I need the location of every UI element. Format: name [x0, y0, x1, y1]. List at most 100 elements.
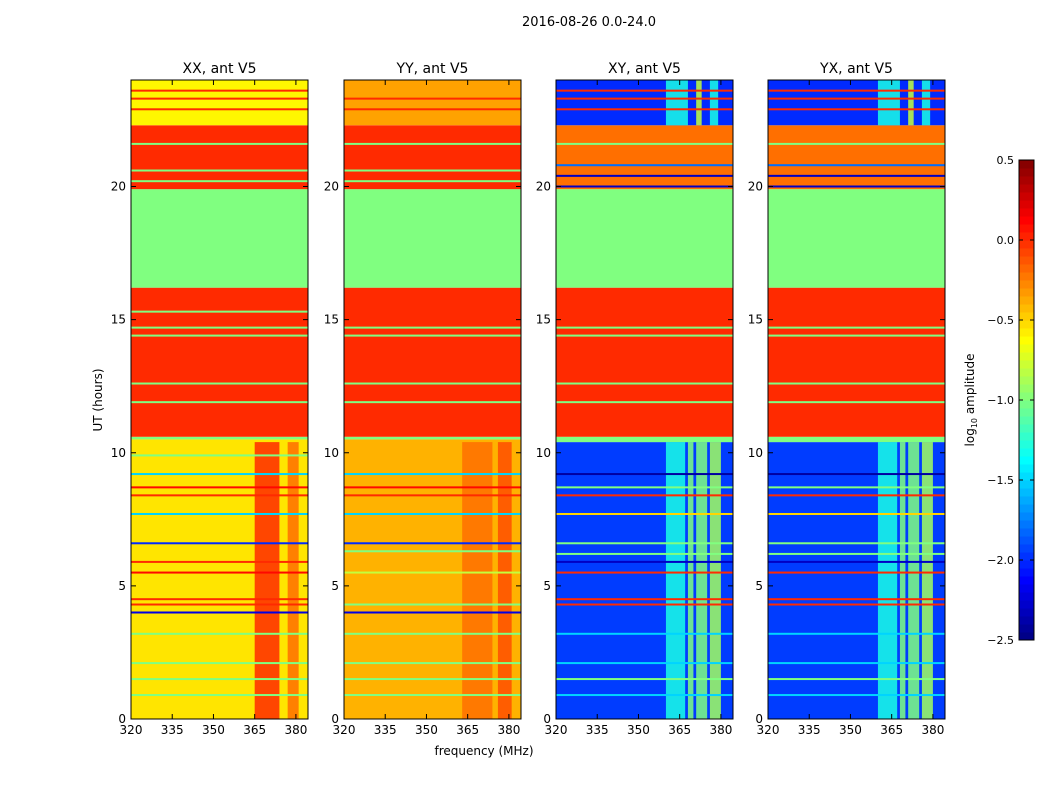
heatmap-line — [556, 542, 733, 545]
x-tick-label: 380 — [497, 723, 520, 737]
heatmap-line — [556, 326, 733, 329]
heatmap-line — [768, 662, 945, 665]
heatmap-freq-column — [921, 442, 933, 719]
heatmap-line — [344, 542, 521, 545]
heatmap-line — [131, 486, 308, 489]
y-tick-label: 15 — [111, 313, 126, 327]
colorbar-tick-label: −1.5 — [987, 474, 1014, 487]
colorbar-segment — [1019, 488, 1034, 497]
heatmap-line — [344, 97, 521, 100]
colorbar-segment — [1019, 248, 1034, 257]
colorbar-segment — [1019, 264, 1034, 273]
heatmap-line — [556, 142, 733, 145]
heatmap-line — [131, 310, 308, 313]
heatmap-line — [344, 632, 521, 635]
panel-frame — [555, 79, 734, 720]
heatmap-line — [131, 89, 308, 92]
colorbar-tick-label: −0.5 — [987, 314, 1014, 327]
heatmap-line — [556, 401, 733, 404]
heatmap-line — [768, 512, 945, 515]
colorbar-segment — [1019, 608, 1034, 617]
heatmap-band — [556, 436, 733, 443]
heatmap-line — [344, 571, 521, 574]
heatmap-freq-column — [665, 80, 688, 126]
heatmap-line — [131, 180, 308, 183]
heatmap-line — [556, 678, 733, 681]
colorbar-segment — [1019, 232, 1034, 241]
panel-title: YX, ant V5 — [819, 61, 893, 77]
y-tick-label: 5 — [331, 579, 339, 593]
heatmap-line — [556, 382, 733, 385]
heatmap-line — [344, 694, 521, 697]
heatmap-line — [131, 678, 308, 681]
colorbar-segment — [1019, 576, 1034, 585]
heatmap-line — [768, 326, 945, 329]
heatmap-line — [344, 662, 521, 665]
y-tick-label: 15 — [324, 313, 339, 327]
heatmap-band — [556, 287, 733, 437]
heatmap-band — [556, 125, 733, 190]
colorbar-segment — [1019, 192, 1034, 201]
heatmap-freq-column — [877, 80, 900, 126]
colorbar-segment — [1019, 592, 1034, 601]
heatmap-line — [556, 473, 733, 476]
heatmap-freq-column — [921, 80, 931, 126]
heatmap-line — [131, 662, 308, 665]
colorbar-segment — [1019, 544, 1034, 553]
colorbar-segment — [1019, 552, 1034, 561]
heatmap-line — [344, 678, 521, 681]
colorbar-segment — [1019, 200, 1034, 209]
heatmap-line — [768, 542, 945, 545]
colorbar-segment — [1019, 304, 1034, 313]
heatmap-line — [344, 486, 521, 489]
heatmap-line — [556, 494, 733, 497]
colorbar-segment — [1019, 392, 1034, 401]
heatmap-line — [556, 632, 733, 635]
heatmap-line — [344, 180, 521, 183]
heatmap-band — [768, 125, 945, 190]
y-tick-label: 0 — [755, 712, 763, 726]
heatmap-line — [768, 632, 945, 635]
heatmap-line — [556, 662, 733, 665]
y-tick-label: 0 — [118, 712, 126, 726]
colorbar-segment — [1019, 528, 1034, 537]
heatmap-line — [768, 334, 945, 337]
heatmap-freq-column — [254, 442, 280, 719]
colorbar-segment — [1019, 456, 1034, 465]
colorbar-segment — [1019, 624, 1034, 633]
colorbar-segment — [1019, 520, 1034, 529]
colorbar-segment — [1019, 512, 1034, 521]
y-tick-label: 15 — [536, 313, 551, 327]
heatmap-line — [131, 571, 308, 574]
y-tick-label: 5 — [755, 579, 763, 593]
heatmap-line — [344, 326, 521, 329]
colorbar-segment — [1019, 168, 1034, 177]
heatmap-line — [556, 603, 733, 606]
colorbar-segment — [1019, 464, 1034, 473]
heatmap-line — [131, 560, 308, 563]
heatmap-band — [131, 439, 308, 719]
y-tick-label: 10 — [536, 446, 551, 460]
panel-yy: YY, ant V5 320 335 350 365 380 0 5 10 15 20 — [324, 61, 522, 737]
heatmap-line — [768, 571, 945, 574]
heatmap-line — [344, 611, 521, 614]
heatmap-line — [768, 598, 945, 601]
colorbar-segment — [1019, 368, 1034, 377]
heatmap-band — [131, 436, 308, 440]
x-tick-label: 320 — [333, 723, 356, 737]
y-tick-label: 10 — [111, 446, 126, 460]
heatmap-line — [556, 89, 733, 92]
heatmap-line — [556, 552, 733, 555]
heatmap-line — [131, 334, 308, 337]
heatmap-line — [768, 185, 945, 188]
colorbar-segment — [1019, 504, 1034, 513]
colorbar-segment — [1019, 536, 1034, 545]
heatmap-line — [556, 334, 733, 337]
panel-yx: YX, ant V5 320 335 350 365 380 0 5 10 15 20 — [748, 61, 946, 737]
panel-frame — [767, 79, 946, 720]
x-tick-label: 380 — [709, 723, 732, 737]
heatmap-freq-column — [877, 442, 898, 719]
y-tick-label: 5 — [543, 579, 551, 593]
heatmap-line — [768, 164, 945, 167]
